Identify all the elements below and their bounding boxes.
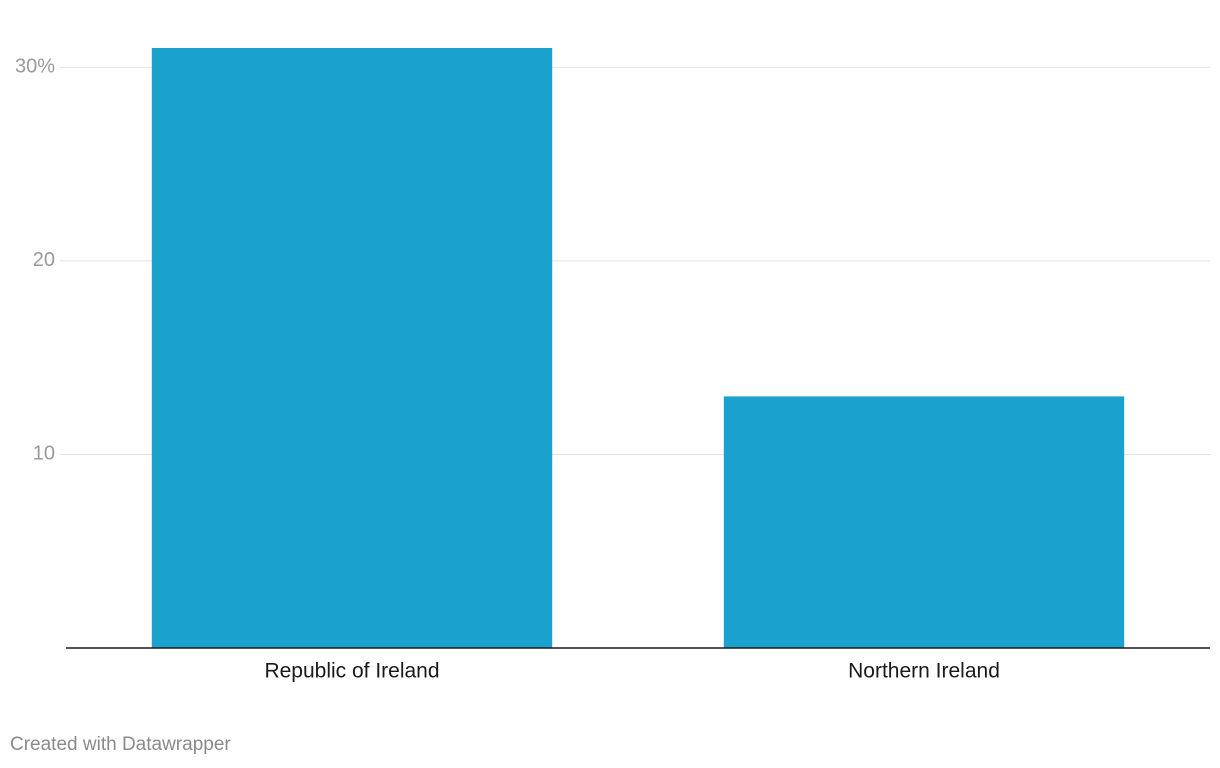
y-tick-label: 30% <box>15 56 55 78</box>
y-tick-label: 10 <box>33 443 55 465</box>
credit: Created with Datawrapper <box>10 734 231 755</box>
x-tick-label: Northern Ireland <box>848 660 1000 683</box>
x-tick-label: Republic of Ireland <box>264 660 439 683</box>
y-tick-label: 20 <box>33 249 55 271</box>
bar <box>151 48 553 648</box>
bar <box>723 396 1125 648</box>
